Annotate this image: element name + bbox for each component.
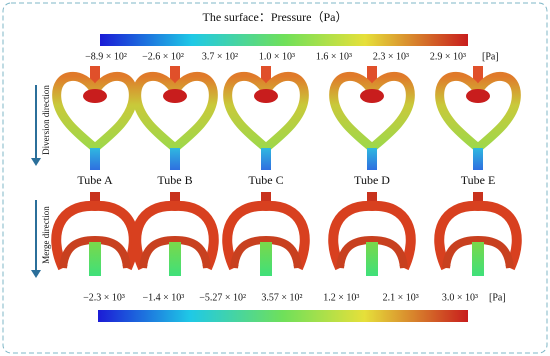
tick-label: −2.6 × 10² <box>142 51 184 62</box>
tube-merge <box>56 192 134 276</box>
tick-label: −2.3 × 10³ <box>83 292 125 303</box>
tube-label: Tube C <box>248 173 283 187</box>
tube-label: Tube A <box>77 173 113 187</box>
tick-label: 1.0 × 10³ <box>259 51 295 62</box>
unit: [Pa] <box>482 51 499 62</box>
tube-merge <box>136 192 214 276</box>
tube-label: Tube E <box>461 173 496 187</box>
tick-label: 2.1 × 10³ <box>383 292 419 303</box>
tick-label: −8.9 × 10² <box>85 51 127 62</box>
tick-label: 3.7 × 10² <box>202 51 238 62</box>
tube-diversion <box>440 66 517 170</box>
tick-label: 2.9 × 10³ <box>430 51 466 62</box>
tube-label: Tube D <box>354 173 390 187</box>
tick-label: −1.4 × 10³ <box>142 292 184 303</box>
tube-merge <box>333 192 411 276</box>
tube-diversion <box>228 66 305 170</box>
tube-label: Tube B <box>157 173 192 187</box>
tube-diversion <box>137 66 214 170</box>
tick-label: 2.3 × 10³ <box>373 51 409 62</box>
unit: [Pa] <box>489 292 506 303</box>
tube-merge <box>439 192 517 276</box>
tick-label: 1.2 × 10³ <box>323 292 359 303</box>
colorbar <box>98 310 468 322</box>
row-label: Merge direction <box>41 206 51 264</box>
tick-label: 3.0 × 10³ <box>442 292 478 303</box>
arrowhead <box>31 158 41 166</box>
row-label: Diversion direction <box>41 85 51 155</box>
tube-merge <box>227 192 305 276</box>
arrowhead <box>31 270 41 278</box>
tick-label: −5.27 × 10² <box>199 292 246 303</box>
title: The surface：Pressure（Pa） <box>203 10 348 24</box>
tube-diversion <box>334 66 411 170</box>
tick-label: 1.6 × 10³ <box>316 51 352 62</box>
colorbar <box>100 34 468 46</box>
tick-label: 3.57 × 10² <box>261 292 302 303</box>
tube-diversion <box>57 66 134 170</box>
